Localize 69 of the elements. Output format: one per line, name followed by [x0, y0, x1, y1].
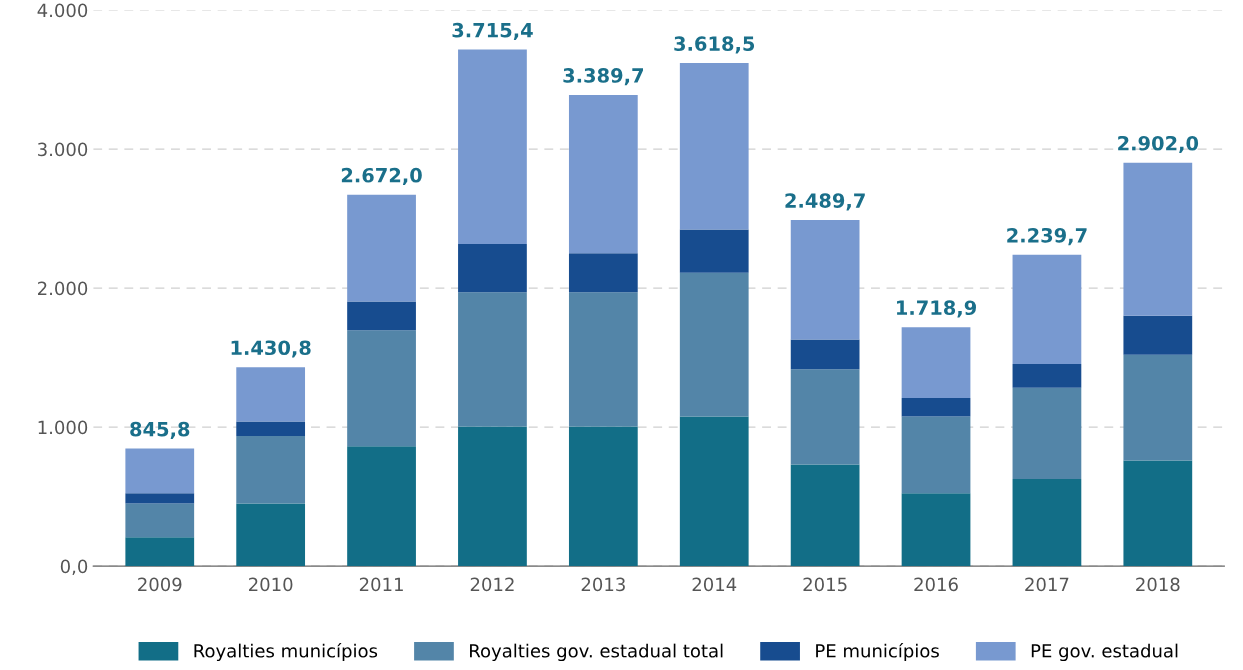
- total-label: 1.718,9: [897, 300, 976, 318]
- bar: [790, 464, 860, 567]
- bar: [125, 537, 195, 567]
- y-tick-label: 2.000: [38, 281, 88, 296]
- bar: [679, 416, 749, 567]
- x-tick-label: 2013: [581, 577, 625, 592]
- total-label: 2.239,7: [1007, 227, 1087, 246]
- bar: [1123, 315, 1193, 355]
- bar: [125, 503, 195, 538]
- x-tick-label: 2010: [249, 577, 293, 592]
- x-tick-label: 2017: [1025, 577, 1069, 592]
- legend-label: Royalties gov. estadual total: [470, 643, 723, 662]
- bar: [901, 397, 971, 417]
- legend-label: PE municípios: [816, 642, 939, 662]
- bar: [1123, 460, 1193, 567]
- bar: [236, 367, 306, 422]
- bar: [679, 272, 749, 417]
- bar: [458, 49, 527, 245]
- bar: [458, 426, 527, 567]
- bar: [568, 292, 638, 427]
- bar: [458, 244, 527, 293]
- total-label: 3.618,5: [674, 36, 755, 54]
- bar: [236, 503, 306, 567]
- bar: [236, 421, 306, 436]
- bar: [347, 301, 416, 331]
- total-label: 845,8: [130, 421, 190, 439]
- bar: [458, 292, 527, 427]
- total-label: 1.430,8: [231, 340, 311, 358]
- y-tick-label: 0,0: [60, 559, 88, 576]
- bar: [347, 330, 416, 447]
- bar: [901, 327, 971, 398]
- total-label: 3.715,4: [452, 22, 533, 40]
- legend-label: PE gov. estadual: [1031, 643, 1178, 662]
- x-tick-label: 2011: [359, 577, 403, 592]
- bar: [1012, 254, 1082, 365]
- total-label: 2.489,7: [785, 193, 865, 211]
- bar: [1123, 354, 1193, 461]
- bar: [568, 94, 638, 254]
- bar: [790, 220, 860, 340]
- total-label: 2.902,0: [1118, 135, 1199, 154]
- bar: [679, 63, 749, 230]
- x-tick-label: 2012: [470, 577, 514, 592]
- legend-label: Royalties municípios: [194, 642, 378, 662]
- x-tick-label: 2009: [138, 577, 182, 592]
- bar: [790, 339, 860, 370]
- bar: [1012, 387, 1082, 479]
- bar: [347, 446, 416, 567]
- bar: [125, 493, 195, 504]
- bar: [347, 194, 416, 302]
- y-tick-label: 3.000: [38, 142, 88, 157]
- x-tick-label: 2018: [1136, 577, 1180, 592]
- bar: [236, 435, 306, 504]
- bar: [125, 448, 195, 494]
- x-tick-label: 2014: [692, 577, 737, 592]
- bar: [1012, 478, 1082, 567]
- bar: [1012, 364, 1082, 388]
- y-tick-label: 4.000: [37, 3, 88, 18]
- x-tick-label: 2016: [914, 577, 958, 592]
- bar: [679, 229, 749, 273]
- total-label: 2.672,0: [341, 167, 422, 186]
- y-tick-label: 1.000: [38, 420, 88, 435]
- total-label: 3.389,7: [563, 68, 644, 86]
- bar: [1123, 162, 1193, 316]
- bar: [901, 416, 971, 494]
- bar: [790, 369, 860, 465]
- bar: [901, 493, 971, 567]
- bar: [568, 426, 638, 567]
- x-tick-label: 2015: [803, 577, 847, 592]
- bar: [568, 253, 638, 293]
